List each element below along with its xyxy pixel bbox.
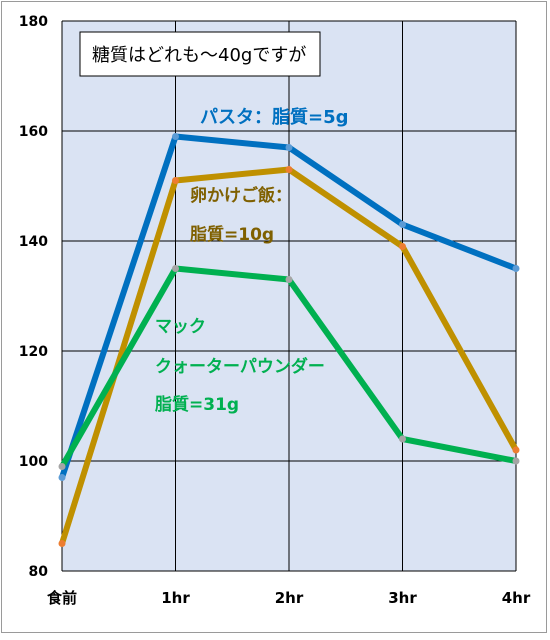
data-point xyxy=(58,474,66,481)
egg-label-line1: 卵かけご飯： xyxy=(190,185,292,206)
x-tick-label: 4hr xyxy=(502,589,531,607)
data-point xyxy=(172,265,179,272)
pasta-label: パスタ：脂質=5g xyxy=(200,106,349,128)
data-point xyxy=(285,276,293,283)
data-point xyxy=(172,177,179,184)
series-points xyxy=(58,133,520,547)
data-point xyxy=(285,166,293,173)
data-point xyxy=(399,243,406,250)
mac-label-line3: 脂質=31g xyxy=(155,394,239,415)
data-point xyxy=(58,463,66,470)
data-point xyxy=(399,435,406,443)
egg-label-line2: 脂質=10g xyxy=(190,224,274,245)
x-tick-label: 食前 xyxy=(47,589,77,607)
data-point xyxy=(285,144,293,151)
x-tick-label: 1hr xyxy=(161,589,190,607)
data-point xyxy=(512,265,520,272)
data-point xyxy=(399,221,406,228)
y-axis: 80 100 120 140 160 180 xyxy=(19,14,48,580)
x-tick-label: 2hr xyxy=(275,589,304,607)
data-point xyxy=(512,457,520,465)
gridlines xyxy=(61,20,517,572)
data-point xyxy=(58,540,66,547)
y-tick-label: 180 xyxy=(19,14,48,30)
x-tick-label: 3hr xyxy=(388,589,417,607)
x-axis: 食前 1hr 2hr 3hr 4hr xyxy=(47,589,531,607)
data-point xyxy=(172,133,179,140)
y-tick-label: 160 xyxy=(19,124,48,140)
note-text: 糖質はどれも～40gですが xyxy=(92,45,306,66)
y-tick-label: 80 xyxy=(29,564,49,580)
y-tick-label: 100 xyxy=(19,454,48,470)
mac-label-line2: クォーターパウンダー xyxy=(155,356,325,377)
y-tick-label: 140 xyxy=(19,234,48,250)
y-tick-label: 120 xyxy=(19,344,48,360)
mac-label-line1: マック xyxy=(155,317,206,337)
note-box: 糖質はどれも～40gですが xyxy=(79,31,321,77)
data-point xyxy=(512,446,520,454)
